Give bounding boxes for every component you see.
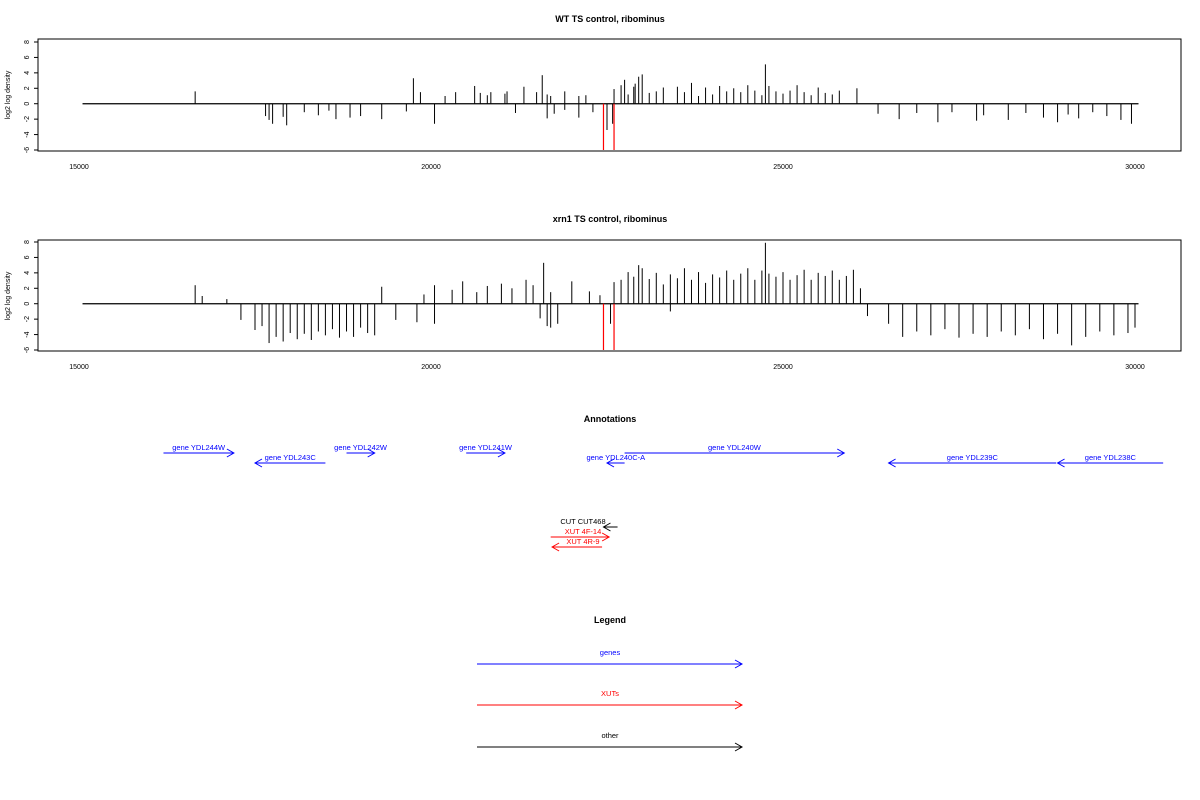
gene-arrow — [346, 448, 376, 458]
y-tick-label: 0 — [24, 302, 31, 306]
y-tick-label: -4 — [24, 331, 31, 337]
panel-title: xrn1 TS control, ribominus — [553, 214, 668, 224]
y-tick-label: -6 — [24, 147, 31, 153]
gene-label: gene YDL239C — [947, 453, 999, 462]
x-tick-label: 30000 — [1125, 364, 1145, 371]
gene-arrow — [624, 448, 846, 458]
y-tick-label: 8 — [24, 240, 31, 244]
gene-label: gene YDL240C-A — [586, 453, 645, 462]
y-tick-label: -4 — [24, 131, 31, 137]
legend-gene-arrow — [477, 659, 744, 669]
gene-label: gene YDL243C — [265, 453, 317, 462]
plot-frame — [37, 239, 1182, 352]
other-label: CUT CUT468 — [560, 517, 605, 526]
x-tick-label: 25000 — [773, 164, 793, 171]
legend-title: Legend — [594, 615, 626, 625]
xut-arrow — [550, 532, 611, 542]
legend-xut-label: XUTs — [601, 689, 619, 698]
x-tick-label: 25000 — [773, 364, 793, 371]
x-tick-label: 15000 — [69, 364, 89, 371]
annotation-tracks: gene YDL244W gene YDL243C gene YDL242W gene… — [163, 443, 1164, 552]
legend-xut-arrow — [477, 700, 744, 710]
gene-arrow — [163, 448, 235, 458]
legend-other-arrow — [477, 742, 744, 752]
gene-label: gene YDL238C — [1085, 453, 1137, 462]
y-tick-label: 6 — [24, 55, 31, 59]
y-tick-label: 2 — [24, 86, 31, 90]
x-tick-label: 30000 — [1125, 164, 1145, 171]
gene-arrow — [887, 458, 1057, 468]
gene-label: gene YDL241W — [459, 443, 513, 452]
y-axis-label: log2 log density — [5, 70, 12, 119]
x-tick-label: 15000 — [69, 164, 89, 171]
y-tick-label: 8 — [24, 40, 31, 44]
y-tick-label: 0 — [24, 102, 31, 106]
gene-label: gene YDL240W — [708, 443, 762, 452]
y-tick-label: 2 — [24, 286, 31, 290]
legend-other-label: other — [601, 731, 619, 740]
gene-arrow — [605, 458, 625, 468]
gene-arrow — [466, 448, 506, 458]
legend-gene-label: genes — [600, 648, 621, 657]
y-tick-label: 4 — [24, 71, 31, 75]
xut-arrow — [551, 542, 603, 552]
plot-frame — [37, 38, 1182, 152]
legend-section: Legend genes XUTs other — [477, 615, 744, 752]
y-tick-label: -2 — [24, 316, 31, 322]
y-tick-label: 4 — [24, 271, 31, 275]
gene-arrow — [1056, 458, 1164, 468]
y-tick-label: -2 — [24, 116, 31, 122]
wt-density-panel: WT TS control, ribominus -6 -4 -2 0 2 4 6 8 log2 … — [5, 14, 1182, 171]
y-axis-label: log2 log density — [5, 271, 12, 320]
gene-label: gene YDL242W — [334, 443, 388, 452]
annotations-title: Annotations — [584, 414, 637, 424]
panel-title: WT TS control, ribominus — [555, 14, 665, 24]
xut-label: XUT 4R-9 — [566, 537, 599, 546]
y-tick-label: -6 — [24, 347, 31, 353]
legend-items: genes XUTs other — [477, 648, 744, 752]
gene-label: gene YDL244W — [172, 443, 226, 452]
xrn1-density-panel: xrn1 TS control, ribominus -6 -4 -2 0 2 4 6 8 log… — [5, 214, 1182, 371]
gene-arrow — [253, 458, 326, 468]
y-tick-label: 6 — [24, 255, 31, 259]
x-tick-label: 20000 — [421, 164, 441, 171]
other-arrow — [602, 522, 618, 532]
xut-label: XUT 4F-14 — [565, 527, 602, 536]
x-tick-label: 20000 — [421, 364, 441, 371]
